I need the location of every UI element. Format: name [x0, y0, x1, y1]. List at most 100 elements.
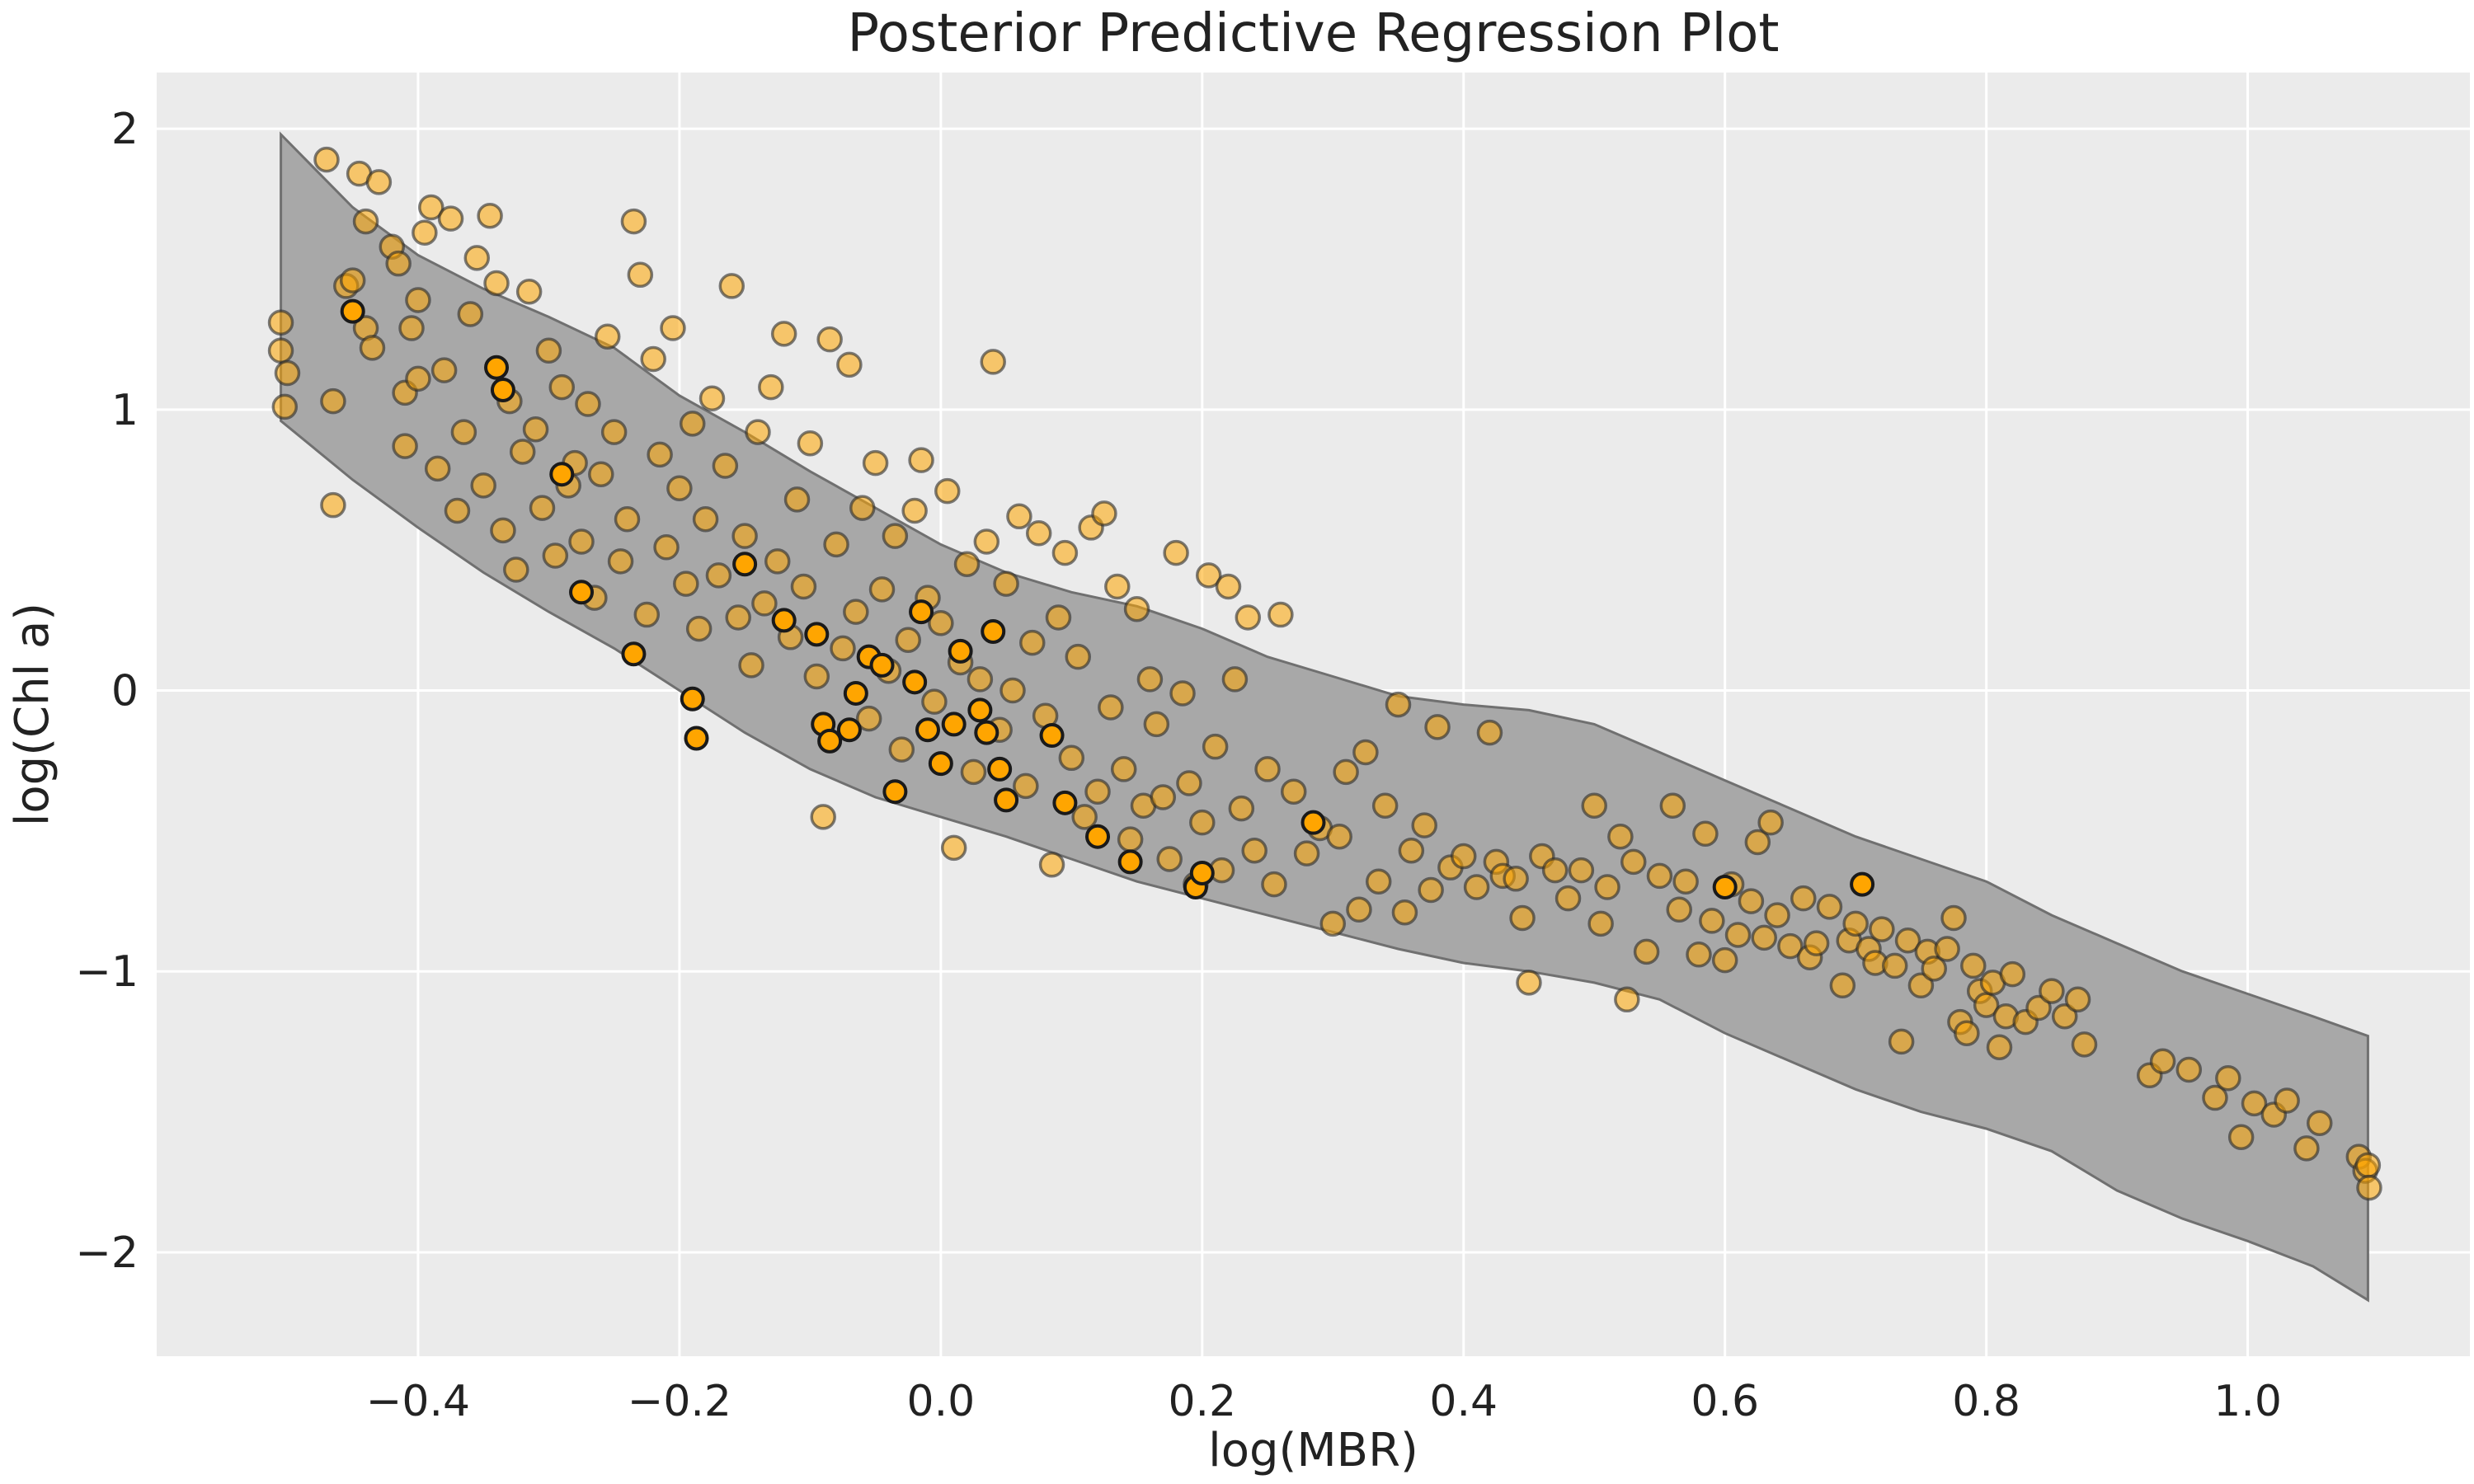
data-point [1228, 795, 1255, 822]
data-point [745, 419, 771, 445]
data-point [1065, 643, 1091, 670]
data-point [271, 393, 299, 420]
data-point [1790, 885, 1817, 912]
data-point [313, 146, 340, 173]
data-point [673, 571, 699, 597]
data-point-highlight [882, 779, 908, 805]
data-point [627, 261, 654, 289]
data-point [1117, 826, 1144, 852]
x-tick-label: 0.0 [906, 1377, 975, 1426]
data-point [1006, 503, 1032, 530]
data-point [600, 419, 628, 445]
data-point [1280, 778, 1307, 805]
data-point-highlight [987, 756, 1013, 782]
data-point [1894, 928, 1921, 954]
data-point-highlight [804, 622, 830, 647]
data-point [1816, 894, 1843, 920]
data-point-highlight [490, 377, 515, 402]
data-point [953, 551, 981, 577]
data-point-highlight [902, 669, 928, 695]
data-point [1156, 846, 1183, 872]
data-point [1587, 910, 1614, 937]
data-point [509, 439, 536, 465]
data-point [698, 385, 726, 411]
y-tick-label: 1 [111, 386, 139, 435]
data-point [477, 203, 503, 229]
chart-title: Posterior Predictive Regression Plot [847, 3, 1779, 64]
data-point [790, 573, 817, 600]
x-tick-label: −0.4 [366, 1377, 470, 1426]
data-point-highlight [967, 697, 993, 723]
data-point [1744, 829, 1771, 856]
data-point [1019, 629, 1046, 656]
data-point [2293, 1135, 2320, 1162]
data-point [647, 441, 673, 468]
data-point [1346, 896, 1372, 923]
data-point [653, 534, 680, 561]
data-point-highlight [909, 599, 934, 625]
data-point [320, 387, 346, 415]
data-point [1646, 862, 1673, 890]
data-point [1869, 916, 1895, 942]
data-point [1516, 970, 1542, 996]
data-point [614, 505, 641, 533]
data-point [1541, 857, 1569, 884]
data-point [783, 486, 811, 513]
data-point [1888, 1028, 1915, 1055]
data-point [2149, 1048, 2176, 1075]
data-point [1352, 739, 1379, 766]
data-point [418, 194, 444, 221]
data-point-highlight [732, 552, 758, 577]
data-point [2202, 1084, 2228, 1111]
data-point-highlight [941, 711, 967, 737]
data-point [633, 601, 661, 628]
data-point [405, 287, 431, 313]
data-point [2241, 1090, 2268, 1117]
data-point [320, 491, 346, 519]
data-point [1385, 691, 1412, 718]
data-point [1842, 910, 1869, 937]
data-point [1013, 773, 1039, 800]
x-axis-label: log(MBR) [1208, 1424, 1418, 1477]
data-point [725, 604, 751, 631]
data-point-highlight [1189, 860, 1215, 885]
data-point [1692, 820, 1719, 848]
data-point [888, 736, 915, 763]
data-point [2307, 1110, 2333, 1136]
data-point-highlight [869, 652, 895, 678]
data-point [1672, 868, 1699, 895]
data-point [1176, 770, 1202, 796]
data-point-highlight [1039, 723, 1065, 749]
data-point [928, 610, 954, 636]
data-point [1098, 694, 1124, 721]
data-point [392, 433, 418, 459]
x-tick-label: 0.2 [1168, 1377, 1236, 1426]
data-point [758, 373, 784, 401]
data-point [1071, 804, 1098, 830]
data-point [430, 357, 458, 383]
data-point [1607, 823, 1634, 850]
data-point [1960, 952, 1987, 979]
data-point [594, 323, 621, 350]
data-point [542, 542, 569, 569]
data-point [1365, 868, 1392, 895]
data-point [444, 497, 471, 524]
data-point-highlight [1850, 871, 1875, 897]
data-point-highlight [621, 641, 647, 667]
data-point [2051, 1003, 2078, 1030]
data-point [457, 301, 484, 327]
data-point [1150, 784, 1177, 810]
data-point [901, 497, 928, 524]
data-point [2175, 1056, 2203, 1083]
data-point-highlight [948, 638, 973, 664]
data-point [1659, 792, 1686, 819]
data-point [836, 351, 863, 378]
data-point [1136, 666, 1164, 693]
data-point [1235, 604, 1262, 631]
data-point [1058, 744, 1085, 772]
highlighted-points [340, 298, 1875, 900]
data-point [692, 505, 719, 533]
data-point [274, 359, 301, 387]
data-point [2215, 1064, 2241, 1092]
data-point [1418, 876, 1444, 904]
